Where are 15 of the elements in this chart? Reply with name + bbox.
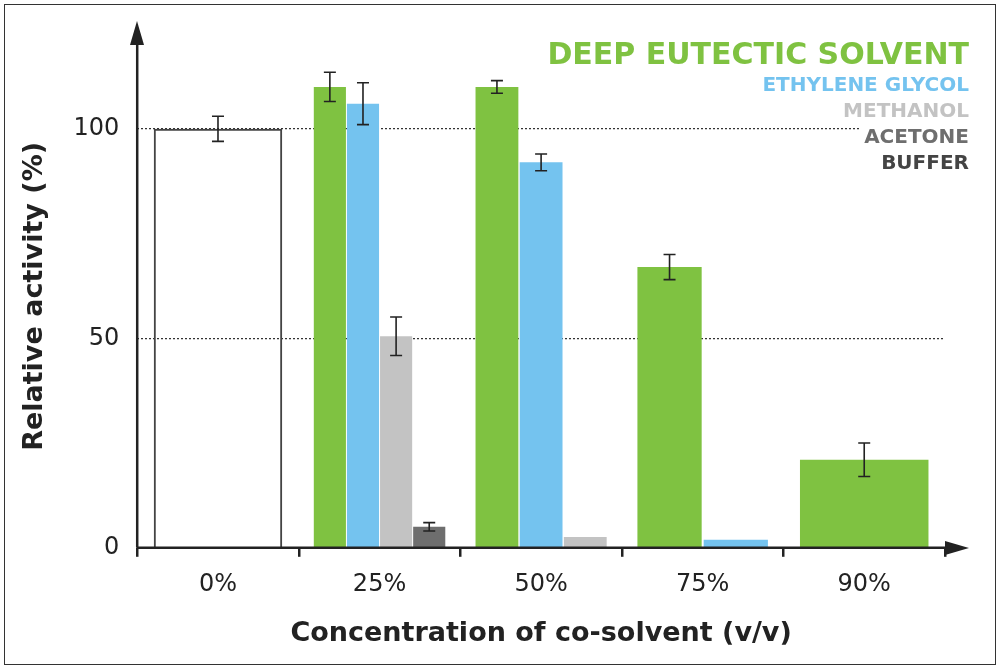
- text: ACETONE: [864, 124, 969, 149]
- text: BUFFER: [881, 150, 969, 175]
- text: ETHYLENE GLYCOL: [762, 72, 970, 97]
- y-tick-label: 100: [73, 113, 120, 142]
- series-label: DEEP EUTECTIC SOLVENT: [547, 35, 970, 71]
- y-tick-label: 0: [103, 532, 120, 561]
- x-tick-label: 75%: [675, 569, 730, 598]
- x-tick-label: 0%: [198, 569, 238, 598]
- x-tick-label: 25%: [352, 569, 407, 598]
- x-tick-label: 50%: [514, 569, 568, 598]
- x-axis-title: Concentration of co-solvent (v/v): [290, 615, 792, 647]
- y-axis-title: Relative activity (%): [17, 141, 49, 451]
- y-tick-label: 50: [88, 322, 120, 351]
- text: METHANOL: [843, 98, 970, 123]
- x-tick-label: 90%: [837, 569, 891, 598]
